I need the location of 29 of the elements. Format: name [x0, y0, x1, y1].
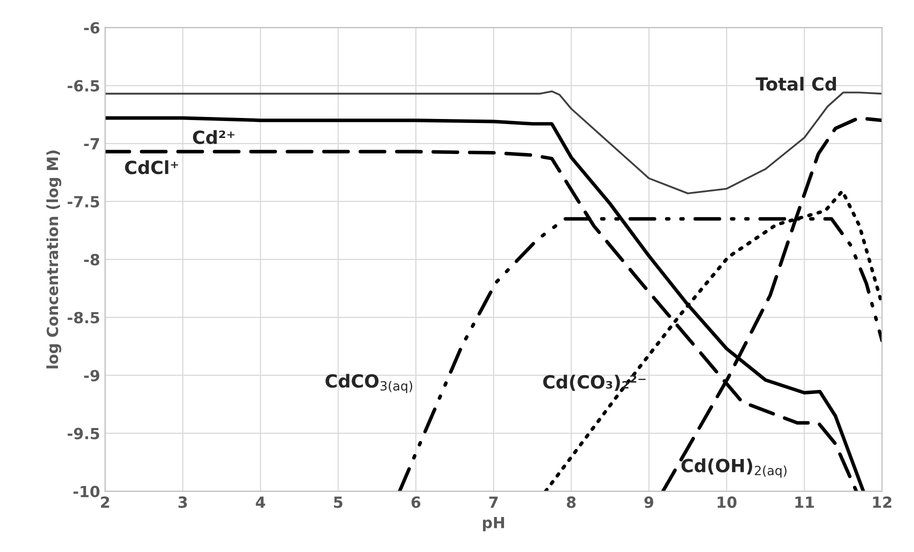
y-tick-label: -8.5 [68, 312, 100, 324]
x-tick-label: 12 [873, 496, 892, 508]
series-label: Cd(CO₃)₂²⁻ [543, 374, 646, 391]
y-tick-label: -8 [84, 254, 100, 266]
x-tick-label: 9 [644, 496, 654, 508]
x-axis-title: pH [482, 516, 504, 532]
x-tick-label: 5 [334, 496, 342, 508]
series-label: CdCO$_{3(aq)}$ [326, 374, 412, 394]
y-tick-label: -7 [84, 138, 100, 150]
x-tick-label: 10 [718, 496, 737, 508]
x-tick-label: 7 [489, 496, 498, 508]
x-tick-label: 6 [412, 496, 420, 508]
y-axis-title: log Concentration (log M) [46, 150, 62, 368]
x-tick-label: 11 [795, 496, 814, 508]
x-tick-label: 2 [101, 496, 110, 508]
y-tick-label: -9.5 [68, 428, 100, 440]
series-label: Cd(OH)$_{2(aq)}$ [681, 458, 786, 478]
x-tick-label: 3 [178, 496, 187, 508]
x-tick-label: 4 [256, 496, 266, 508]
line-series [105, 90, 882, 194]
y-tick-label: -7.5 [68, 196, 100, 208]
y-tick-label: -6.5 [68, 80, 100, 92]
y-tick-label: -6 [84, 22, 100, 34]
series-label: Total Cd [756, 76, 836, 91]
series-label: Cd²⁺ [192, 130, 234, 144]
series-label: CdCl⁺ [125, 160, 178, 174]
x-tick-label: 8 [566, 496, 576, 508]
y-tick-label: -9 [84, 370, 100, 382]
y-tick-label: -10 [73, 486, 100, 498]
